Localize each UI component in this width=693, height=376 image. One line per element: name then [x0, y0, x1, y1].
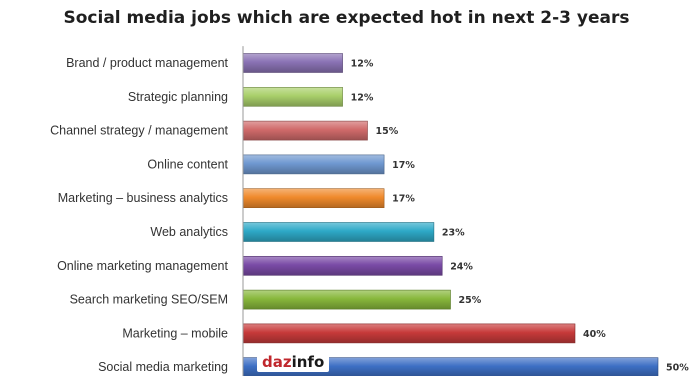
logo-text-part2: info — [291, 353, 325, 371]
bar-online-marketing-management — [242, 255, 443, 276]
value-label-brand-product-management: 12% — [351, 59, 374, 70]
category-label-channel-strategy-management: Channel strategy / management — [50, 124, 228, 138]
logo-text-part1: daz — [262, 353, 292, 371]
bar-brand-product-management — [242, 53, 343, 73]
category-label-brand-product-management: Brand / product management — [66, 56, 228, 70]
bar-web-analytics — [242, 222, 435, 242]
category-label-strategic-planning: Strategic planning — [128, 90, 228, 104]
bar-strategic-planning — [242, 87, 343, 107]
dazeinfo-logo: dazinfo — [257, 352, 330, 372]
value-label-search-marketing-seo-sem: 25% — [459, 295, 482, 306]
bar-marketing-mobile — [242, 323, 576, 344]
value-label-online-content: 17% — [392, 160, 415, 171]
value-label-web-analytics: 23% — [442, 228, 465, 239]
category-label-online-marketing-management: Online marketing management — [57, 259, 228, 273]
value-label-social-media-marketing: 50% — [666, 363, 689, 374]
chart-title: Social media jobs which are expected hot… — [63, 8, 630, 28]
category-label-search-marketing-seo-sem: Search marketing SEO/SEM — [70, 293, 228, 307]
bar-channel-strategy-management — [242, 120, 368, 141]
bar-online-content — [242, 154, 385, 175]
category-label-online-content: Online content — [147, 157, 228, 171]
bar-search-marketing-seo-sem — [242, 289, 451, 310]
value-label-strategic-planning: 12% — [351, 92, 374, 103]
category-label-marketing-mobile: Marketing – mobile — [122, 326, 228, 340]
value-label-marketing-mobile: 40% — [583, 329, 606, 340]
bar-marketing-business-analytics — [242, 188, 385, 208]
category-label-web-analytics: Web analytics — [150, 225, 228, 239]
category-label-marketing-business-analytics: Marketing – business analytics — [58, 191, 228, 205]
value-label-marketing-business-analytics: 17% — [392, 194, 415, 205]
category-label-social-media-marketing: Social media marketing — [98, 360, 228, 374]
value-label-online-marketing-management: 24% — [450, 261, 473, 272]
value-label-channel-strategy-management: 15% — [376, 126, 399, 137]
